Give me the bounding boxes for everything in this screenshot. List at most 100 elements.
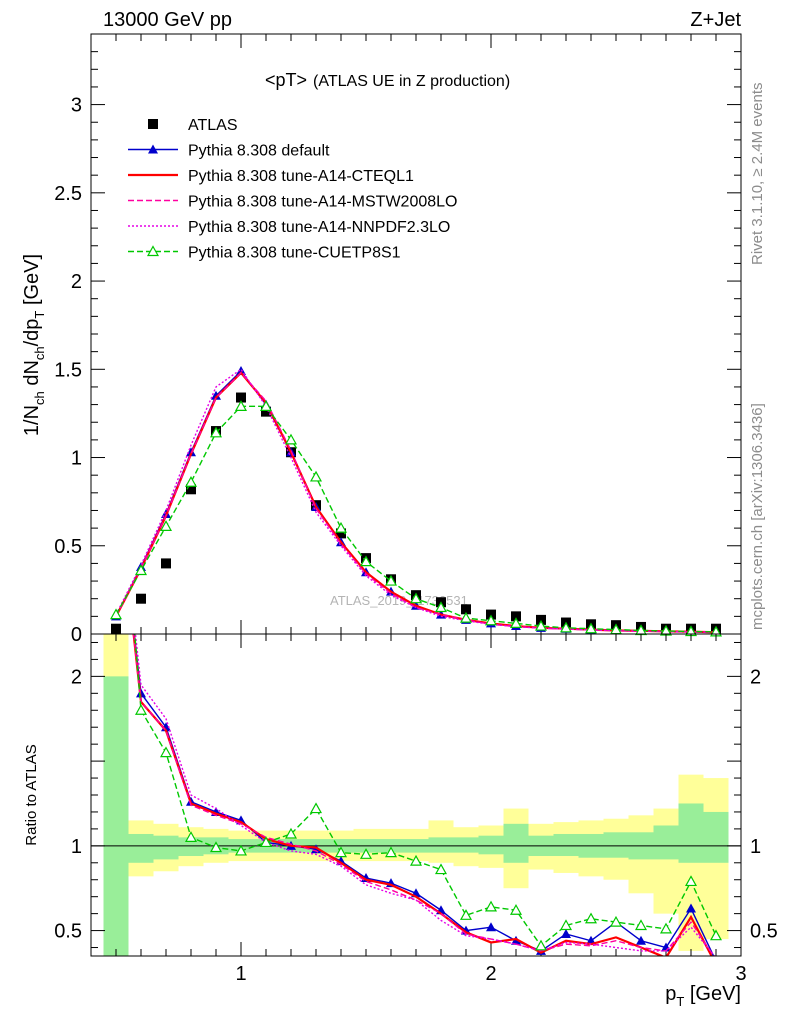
header-energy-label: 13000 GeV pp xyxy=(103,9,232,31)
legend-entry-0: ATLAS xyxy=(148,117,238,134)
data-point xyxy=(236,366,246,376)
x-tick-label: 3 xyxy=(735,963,746,985)
side-label-mcplots: mcplots.cern.ch [arXiv:1306.3436] xyxy=(749,403,766,630)
data-point xyxy=(359,555,373,567)
ratio-uncertainty-bands xyxy=(103,634,729,956)
ratio-series-3 xyxy=(134,634,716,956)
data-point xyxy=(109,608,123,620)
y-tick-label: 3 xyxy=(71,95,82,117)
ratio-y-tick-label-right: 1 xyxy=(750,836,761,858)
ratio-series-layer xyxy=(111,400,723,965)
ratio-point xyxy=(561,928,571,938)
x-tick-label: 2 xyxy=(485,963,496,985)
ratio-series-1 xyxy=(132,634,713,956)
stat-band xyxy=(478,835,504,855)
data-point xyxy=(384,574,398,586)
ratio-y-tick-labels: 0.5 0.5 1 1 2 2 xyxy=(54,666,778,942)
series-5 xyxy=(109,400,723,637)
ratio-point xyxy=(484,900,498,912)
data-point xyxy=(259,400,273,411)
data-point xyxy=(236,392,246,403)
ratio-point xyxy=(686,903,696,913)
legend-label: Pythia 8.308 tune-CUETP8S1 xyxy=(188,245,401,262)
plot-title-sub: (ATLAS UE in Z production) xyxy=(313,73,510,90)
legend-marker xyxy=(146,245,160,257)
ratio-point xyxy=(609,915,623,927)
ratio-point xyxy=(111,400,121,409)
stat-band xyxy=(178,837,204,857)
ratio-point xyxy=(384,846,398,858)
y-tick-label: 1.5 xyxy=(54,359,82,381)
stat-band xyxy=(603,832,629,858)
data-point xyxy=(434,601,448,613)
legend-label: Pythia 8.308 tune-A14-NNPDF2.3LO xyxy=(188,219,450,236)
ratio-y-tick-label: 1 xyxy=(71,836,82,858)
legend-label: ATLAS xyxy=(188,117,238,134)
stat-band xyxy=(103,676,129,956)
x-axis-label: pT [GeV] xyxy=(665,983,741,1009)
x-tick-labels: 1 2 3 xyxy=(235,963,746,985)
ratio-point xyxy=(559,919,573,931)
header-process-label: Z+Jet xyxy=(690,9,741,31)
legend-entry-2: Pythia 8.308 tune-A14-CTEQL1 xyxy=(128,168,414,185)
data-point xyxy=(209,426,223,438)
ratio-point xyxy=(259,836,273,848)
data-point xyxy=(409,592,423,604)
ratio-y-tick-label: 2 xyxy=(71,666,82,688)
data-point xyxy=(136,593,146,604)
data-point xyxy=(509,617,523,629)
data-point xyxy=(534,619,548,631)
data-point xyxy=(159,520,173,531)
y-tick-label: 0.5 xyxy=(54,536,82,558)
series-line xyxy=(115,368,717,633)
ratio-point xyxy=(334,846,348,858)
plot-title: <pT> (ATLAS UE in Z production) xyxy=(265,70,510,90)
stat-band xyxy=(428,837,454,853)
ratio-y-axis-label: Ratio to ATLAS xyxy=(23,744,40,845)
data-point xyxy=(261,406,271,417)
legend-entry-1: Pythia 8.308 default xyxy=(128,143,330,160)
legend-entry-4: Pythia 8.308 tune-A14-NNPDF2.3LO xyxy=(128,219,450,236)
ratio-point xyxy=(234,844,248,856)
syst-band xyxy=(653,808,679,914)
plot-title-main: <pT> xyxy=(265,70,307,90)
ratio-point xyxy=(434,863,448,875)
data-point xyxy=(484,614,498,626)
ratio-point xyxy=(634,919,648,931)
legend-marker xyxy=(148,119,158,129)
stat-band xyxy=(153,835,179,860)
ratio-point xyxy=(534,939,548,951)
data-point xyxy=(334,521,348,533)
data-point xyxy=(584,622,598,634)
ratio-point xyxy=(584,912,598,924)
y-tick-label: 2.5 xyxy=(54,183,82,205)
stat-band xyxy=(678,803,704,863)
ratio-point xyxy=(159,746,173,758)
ratio-frame xyxy=(90,633,742,957)
ratio-point xyxy=(711,956,721,965)
stat-band xyxy=(503,823,529,863)
legend-marker xyxy=(148,144,158,154)
data-point xyxy=(284,433,298,445)
ratio-axis-ticks xyxy=(91,634,741,956)
stat-band xyxy=(703,811,729,863)
ratio-point xyxy=(486,922,496,932)
data-point xyxy=(111,623,121,634)
data-point xyxy=(211,390,221,400)
ratio-point xyxy=(184,831,198,842)
data-point xyxy=(461,604,471,615)
data-point xyxy=(186,484,196,495)
stat-band xyxy=(453,837,479,853)
main-y-axis-label: 1/Nch dNch/dpT [GeV] xyxy=(21,254,47,436)
legend-label: Pythia 8.308 default xyxy=(188,143,330,160)
y-tick-label: 1 xyxy=(71,448,82,470)
ratio-point xyxy=(209,841,223,853)
data-point xyxy=(161,558,171,569)
ratio-line xyxy=(132,634,713,956)
data-point xyxy=(184,475,198,487)
data-point xyxy=(559,621,573,633)
y-tick-label: 0 xyxy=(71,624,82,646)
main-axis-ticks xyxy=(91,34,741,635)
data-point xyxy=(309,470,323,482)
